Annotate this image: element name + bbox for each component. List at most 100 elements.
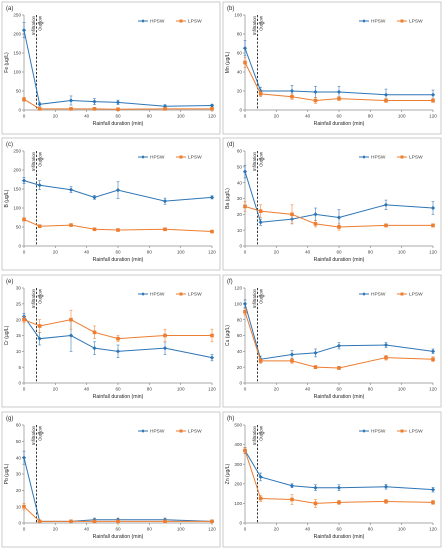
- data-point-HPSW: [162, 199, 168, 204]
- panel-label: (d): [227, 142, 234, 148]
- y-axis-title: Ba (μg/L): [225, 188, 231, 209]
- data-point-LPSW: [37, 519, 42, 524]
- y-tick-label: 60: [16, 423, 22, 428]
- data-point-LPSW: [243, 204, 247, 209]
- data-point-HPSW: [336, 343, 342, 348]
- data-point-LPSW: [116, 519, 120, 524]
- legend: HPSW LPSW: [138, 429, 202, 435]
- annotation-infiltration: Infiltration: [252, 425, 257, 445]
- legend-label: HPSW: [150, 19, 165, 25]
- data-point-HPSW: [209, 195, 215, 200]
- x-tick-label: 80: [147, 114, 153, 119]
- legend: HPSW LPSW: [359, 292, 423, 298]
- annotation-infiltration: Infiltration: [31, 151, 36, 171]
- data-point-LPSW: [22, 317, 26, 322]
- y-tick-label: 50: [237, 164, 243, 169]
- x-tick-label: 80: [147, 527, 153, 532]
- panel-label: (h): [227, 416, 234, 422]
- data-point-HPSW: [313, 89, 318, 95]
- x-tick-label: 40: [84, 250, 90, 255]
- data-point-HPSW: [313, 212, 318, 217]
- x-tick-label: 40: [84, 387, 90, 392]
- panel-border: [1, 411, 221, 548]
- x-tick-label: 80: [368, 250, 374, 255]
- y-tick-label: 50: [16, 89, 22, 94]
- legend-marker: [179, 19, 183, 23]
- x-tick-label: 80: [368, 387, 374, 392]
- legend-label: LPSW: [409, 429, 423, 435]
- data-point-LPSW: [258, 92, 263, 96]
- data-point-LPSW: [290, 212, 294, 217]
- y-tick-label: 0: [18, 244, 21, 249]
- x-tick-label: 100: [398, 250, 406, 255]
- legend-label: LPSW: [188, 19, 202, 25]
- data-point-LPSW: [337, 366, 341, 370]
- data-point-HPSW: [37, 102, 42, 107]
- data-point-LPSW: [163, 107, 167, 111]
- data-point-LPSW: [313, 365, 318, 369]
- y-tick-label: 30: [16, 286, 22, 291]
- series-LPSW: [22, 503, 214, 524]
- x-tick-label: 0: [23, 527, 26, 532]
- panel-d: (d) 0 10 20 30 40 50 60 0 20 40 60 80 100 120 Rainfall …: [222, 137, 442, 271]
- legend-label: HPSW: [150, 429, 165, 435]
- y-tick-label: 200: [234, 481, 242, 486]
- x-tick-label: 0: [244, 250, 247, 255]
- legend-marker: [179, 429, 183, 433]
- data-point-LPSW: [163, 519, 167, 524]
- data-point-HPSW: [336, 89, 342, 95]
- legend: HPSW LPSW: [359, 19, 423, 25]
- legend-marker: [400, 155, 404, 159]
- data-point-LPSW: [337, 500, 341, 505]
- data-point-LPSW: [290, 497, 294, 502]
- annotation-infiltration: Infiltration: [31, 15, 36, 35]
- legend-label: HPSW: [371, 155, 386, 161]
- data-point-HPSW: [21, 455, 27, 460]
- x-tick-label: 100: [177, 387, 185, 392]
- annotation-infiltration: Infiltration: [252, 288, 257, 308]
- data-point-LPSW: [384, 499, 388, 504]
- x-tick-label: 80: [368, 114, 374, 119]
- legend: HPSW LPSW: [138, 19, 202, 25]
- y-tick-label: 0: [239, 521, 242, 526]
- legend-label: HPSW: [150, 292, 165, 298]
- x-tick-label: 120: [208, 250, 216, 255]
- x-tick-label: 20: [274, 250, 280, 255]
- x-tick-label: 60: [336, 114, 342, 119]
- x-tick-label: 20: [274, 114, 280, 119]
- legend-marker: [400, 19, 404, 23]
- data-point-LPSW: [431, 98, 435, 103]
- phase-arrow: [37, 294, 44, 298]
- panel-f: (f) 0 20 40 60 80 100 120 0 20 40 60 80 100 120 Rainfal…: [222, 274, 442, 408]
- x-axis-title: Rainfall duration (min): [93, 257, 144, 263]
- data-point-LPSW: [258, 359, 263, 363]
- x-tick-label: 120: [208, 387, 216, 392]
- x-axis-title: Rainfall duration (min): [93, 121, 144, 127]
- x-tick-label: 120: [208, 114, 216, 119]
- phase-arrow: [258, 431, 265, 435]
- data-point-HPSW: [430, 92, 436, 97]
- legend: HPSW LPSW: [359, 155, 423, 161]
- x-tick-label: 20: [274, 387, 280, 392]
- data-point-HPSW: [21, 178, 27, 183]
- y-tick-label: 60: [237, 51, 243, 56]
- data-point-HPSW: [242, 301, 248, 306]
- phase-arrow: [258, 157, 265, 161]
- data-point-LPSW: [69, 519, 73, 524]
- panel-border: [222, 1, 442, 135]
- data-point-LPSW: [92, 330, 97, 335]
- y-tick-label: 60: [237, 333, 243, 338]
- y-axis-title: B (μg/L): [4, 189, 10, 207]
- series-LPSW: [243, 201, 435, 231]
- legend-label: LPSW: [409, 292, 423, 298]
- legend-label: LPSW: [409, 155, 423, 161]
- data-point-HPSW: [92, 195, 97, 200]
- y-axis-title: Cr (μg/L): [4, 325, 10, 345]
- x-tick-label: 120: [429, 387, 437, 392]
- phase-arrow: [37, 21, 44, 25]
- panel-label: (b): [227, 6, 234, 12]
- y-tick-label: 5: [18, 365, 21, 370]
- data-point-LPSW: [22, 217, 26, 222]
